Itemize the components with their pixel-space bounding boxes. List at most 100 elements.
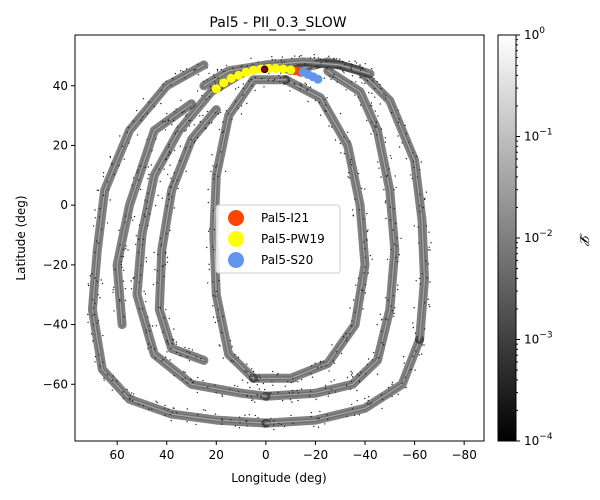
stream-particle xyxy=(184,371,186,374)
stream-particle xyxy=(370,402,372,404)
stream-particle xyxy=(151,149,153,152)
stream-particle xyxy=(280,59,282,62)
stream-particle xyxy=(120,261,122,263)
stream-particle xyxy=(140,274,142,276)
stream-particle xyxy=(137,179,140,181)
stream-particle xyxy=(175,351,178,354)
stream-particle xyxy=(87,283,90,285)
stream-particle xyxy=(361,66,363,69)
stream-particle xyxy=(290,381,292,384)
stream-particle xyxy=(217,308,220,311)
stream-particle xyxy=(167,120,169,122)
stream-particle xyxy=(323,77,325,79)
stream-particle xyxy=(343,152,346,155)
stream-particle xyxy=(239,421,241,424)
stream-particle xyxy=(322,361,325,363)
stream-particle xyxy=(339,112,342,115)
stream-particle xyxy=(428,303,430,306)
stream-particle xyxy=(144,166,146,169)
stream-particle xyxy=(213,74,215,76)
stream-particle xyxy=(333,379,335,381)
stream-particle xyxy=(188,352,191,354)
stream-particle xyxy=(301,379,303,381)
stream-particle xyxy=(179,354,182,357)
stream-particle xyxy=(402,356,405,358)
stream-particle xyxy=(340,352,343,355)
stream-particle xyxy=(174,72,177,75)
stream-particle xyxy=(343,136,345,138)
stream-particle xyxy=(164,414,166,416)
stream-particle xyxy=(351,403,353,406)
y-axis-label: Latitude (deg) xyxy=(14,195,28,280)
stream-particle xyxy=(155,325,158,327)
stream-particle xyxy=(394,175,396,177)
stream-particle xyxy=(101,282,104,285)
stream-particle xyxy=(333,362,336,364)
x-tick-label: −80 xyxy=(452,448,477,462)
y-tick-label: −60 xyxy=(43,377,68,391)
stream-particle xyxy=(141,244,144,246)
stream-particle xyxy=(124,221,126,223)
stream-particle xyxy=(360,76,362,79)
stream-particle xyxy=(205,98,207,101)
stream-particle xyxy=(413,166,415,169)
stream-particle xyxy=(185,68,188,70)
stream-particle xyxy=(162,83,164,86)
stream-particle xyxy=(169,229,171,232)
legend-marker-pal5-i21 xyxy=(228,210,244,226)
stream-particle xyxy=(125,248,127,250)
stream-particle xyxy=(428,305,431,308)
stream-particle xyxy=(102,361,104,363)
stream-particle xyxy=(139,165,141,167)
stream-particle xyxy=(327,395,329,397)
stream-particle xyxy=(413,307,415,309)
stream-particle xyxy=(170,419,172,422)
stream-particle xyxy=(246,102,248,105)
stream-particle xyxy=(291,389,294,392)
stream-particle xyxy=(363,218,365,220)
stream-particle xyxy=(354,94,356,96)
stream-particle xyxy=(384,141,387,143)
stream-particle xyxy=(393,207,395,210)
stream-particle xyxy=(176,179,178,181)
stream-particle xyxy=(94,356,97,358)
stream-particle xyxy=(376,323,378,326)
stream-particle xyxy=(419,205,421,207)
stream-particle xyxy=(271,58,273,61)
stream-particle xyxy=(102,172,105,174)
stream-particle xyxy=(345,332,347,335)
stream-particle xyxy=(284,385,286,387)
stream-particle xyxy=(240,105,243,107)
stream-particle xyxy=(199,120,201,123)
stream-particle xyxy=(237,86,240,89)
stream-particle xyxy=(299,88,301,90)
stream-particle xyxy=(130,280,132,282)
stream-particle xyxy=(166,340,168,342)
series-point xyxy=(313,74,323,84)
stream-particle xyxy=(166,256,169,259)
stream-particle xyxy=(395,222,397,225)
stream-particle xyxy=(250,57,252,59)
stream-particle xyxy=(181,378,184,380)
stream-particle xyxy=(173,374,175,377)
stream-particle xyxy=(210,89,212,91)
x-tick-label: 60 xyxy=(109,448,124,462)
stream-particle xyxy=(207,386,209,388)
stream-particle xyxy=(296,389,298,392)
stream-particle xyxy=(390,248,392,251)
stream-particle xyxy=(288,80,290,82)
stream-particle xyxy=(152,283,155,286)
stream-particle xyxy=(264,388,266,391)
stream-particle xyxy=(297,381,299,383)
stream-particle xyxy=(372,351,375,354)
stream-particle xyxy=(380,128,383,130)
stream-particle xyxy=(99,207,101,210)
stream-particle xyxy=(425,225,428,227)
stream-particle xyxy=(397,135,399,137)
stream-particle xyxy=(359,64,361,67)
stream-particle xyxy=(351,320,353,322)
stream-particle xyxy=(122,248,124,251)
stream-particle xyxy=(381,407,383,410)
stream-particle xyxy=(96,280,98,282)
stream-particle xyxy=(389,155,392,157)
